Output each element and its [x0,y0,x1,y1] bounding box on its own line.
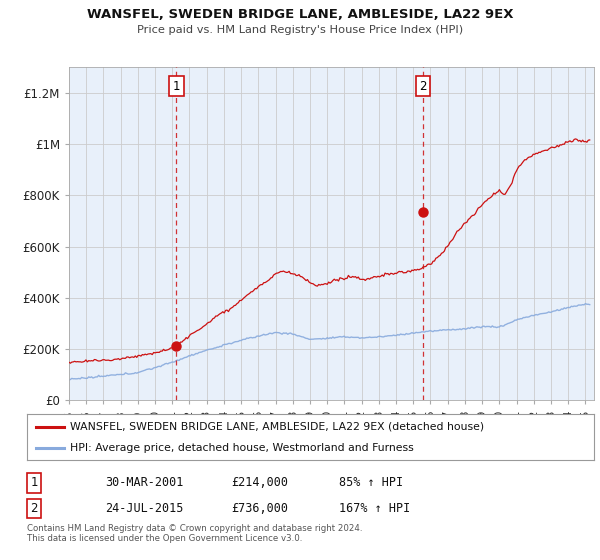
Text: 2: 2 [419,80,427,93]
Text: £736,000: £736,000 [231,502,288,515]
Text: 167% ↑ HPI: 167% ↑ HPI [339,502,410,515]
Text: Price paid vs. HM Land Registry's House Price Index (HPI): Price paid vs. HM Land Registry's House … [137,25,463,35]
Text: HPI: Average price, detached house, Westmorland and Furness: HPI: Average price, detached house, West… [70,443,413,453]
Text: 1: 1 [31,476,38,489]
Text: WANSFEL, SWEDEN BRIDGE LANE, AMBLESIDE, LA22 9EX: WANSFEL, SWEDEN BRIDGE LANE, AMBLESIDE, … [87,8,513,21]
Text: 24-JUL-2015: 24-JUL-2015 [105,502,184,515]
Text: 30-MAR-2001: 30-MAR-2001 [105,476,184,489]
Text: 2: 2 [31,502,38,515]
Text: This data is licensed under the Open Government Licence v3.0.: This data is licensed under the Open Gov… [27,534,302,543]
Text: WANSFEL, SWEDEN BRIDGE LANE, AMBLESIDE, LA22 9EX (detached house): WANSFEL, SWEDEN BRIDGE LANE, AMBLESIDE, … [70,422,484,432]
Text: 85% ↑ HPI: 85% ↑ HPI [339,476,403,489]
Text: Contains HM Land Registry data © Crown copyright and database right 2024.: Contains HM Land Registry data © Crown c… [27,524,362,533]
Text: 1: 1 [173,80,180,93]
Text: £214,000: £214,000 [231,476,288,489]
